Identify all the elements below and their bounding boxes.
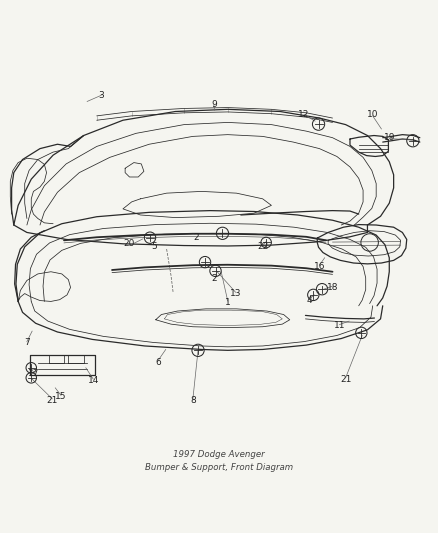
Text: 22: 22 <box>257 242 268 251</box>
Text: 8: 8 <box>190 397 196 406</box>
Text: 6: 6 <box>155 358 161 367</box>
Text: 1: 1 <box>225 298 231 307</box>
Text: 20: 20 <box>124 239 135 248</box>
Text: 5: 5 <box>152 242 157 251</box>
Text: 1997 Dodge Avenger
Bumper & Support, Front Diagram: 1997 Dodge Avenger Bumper & Support, Fro… <box>145 450 293 472</box>
Text: 11: 11 <box>334 321 345 330</box>
Text: 14: 14 <box>88 376 99 385</box>
Text: 4: 4 <box>306 296 312 305</box>
Text: 17: 17 <box>28 369 39 378</box>
Text: 15: 15 <box>55 392 67 401</box>
Text: 12: 12 <box>298 110 310 119</box>
Text: 2: 2 <box>194 233 199 242</box>
Text: 3: 3 <box>98 91 104 100</box>
Text: 21: 21 <box>46 395 58 405</box>
Text: 21: 21 <box>340 375 351 384</box>
Text: 10: 10 <box>367 110 378 119</box>
Text: 9: 9 <box>211 100 217 109</box>
Text: 7: 7 <box>24 338 30 348</box>
Text: 19: 19 <box>384 133 395 142</box>
Text: 18: 18 <box>327 283 338 292</box>
Text: 13: 13 <box>230 289 241 298</box>
Text: 16: 16 <box>314 262 325 271</box>
Text: 2: 2 <box>212 274 217 283</box>
